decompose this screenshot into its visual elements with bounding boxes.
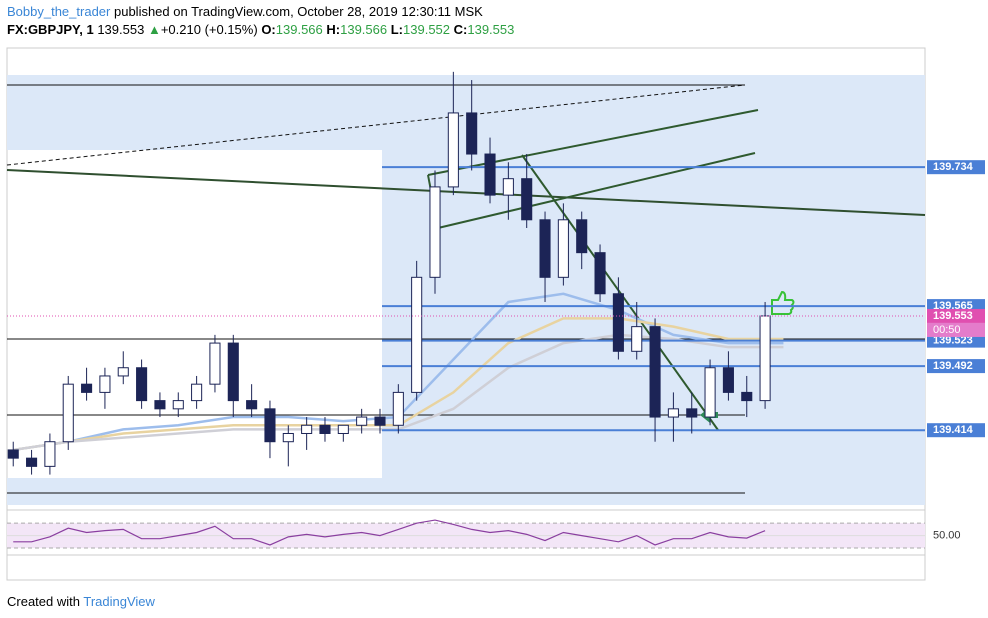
last-price-tag xyxy=(927,308,985,323)
countdown-tag xyxy=(927,322,985,337)
level-label: 139.492 xyxy=(933,360,973,372)
candle-body xyxy=(612,293,624,352)
candle-body xyxy=(759,315,771,402)
created-with: Created with xyxy=(7,594,80,609)
candle-body xyxy=(209,342,221,385)
candle-body xyxy=(81,383,93,393)
y-tick-label: 50.00 xyxy=(933,530,961,542)
candle-body xyxy=(282,432,294,443)
symbol: FX:GBPJPY, 1 xyxy=(7,22,94,37)
candle-body xyxy=(337,424,349,434)
symbol-line: FX:GBPJPY, 1 139.553 ▲+0.210 (+0.15%) O:… xyxy=(7,22,514,37)
close: 139.553 xyxy=(467,22,515,37)
candle-body xyxy=(466,112,478,155)
thumbs-up-icon xyxy=(771,290,795,315)
candle-body xyxy=(447,112,459,188)
candle-body xyxy=(631,326,643,352)
candle-body xyxy=(539,219,551,278)
candle-body xyxy=(649,326,661,418)
candle-body xyxy=(576,219,588,254)
price: 139.553 xyxy=(97,22,145,37)
level-tag xyxy=(927,160,985,175)
level-label: 139.523 xyxy=(933,335,973,347)
candle-body xyxy=(99,375,111,393)
candle-body xyxy=(557,219,569,278)
candle-body xyxy=(356,416,368,426)
rsi-line xyxy=(13,519,766,546)
publish-info: published on TradingView.com, October 28… xyxy=(113,4,483,19)
low-label: L: xyxy=(390,22,404,37)
candle-body xyxy=(704,367,716,418)
candle-body xyxy=(264,408,276,443)
change-arrow: ▲ xyxy=(147,22,161,37)
author[interactable]: Bobby_the_trader xyxy=(7,4,111,19)
trend-line xyxy=(6,84,746,166)
candle-body xyxy=(594,252,606,295)
level-tag xyxy=(927,423,985,438)
open: 139.566 xyxy=(275,22,323,37)
candle-body xyxy=(686,408,698,418)
last-price-label: 139.553 xyxy=(933,310,973,322)
candle-body xyxy=(136,367,148,402)
channel-line xyxy=(427,109,759,176)
candle-body xyxy=(374,416,386,426)
footer: Created with TradingView xyxy=(7,594,155,609)
candle-body xyxy=(191,383,203,402)
zone xyxy=(7,75,925,150)
candle-body xyxy=(392,391,404,426)
candle-body xyxy=(484,153,496,196)
marks xyxy=(7,71,925,546)
labels: 139.734139.565139.523139.492139.414139.5… xyxy=(927,160,985,542)
candle-body xyxy=(429,186,441,278)
high: 139.566 xyxy=(340,22,388,37)
candle-body xyxy=(246,400,258,410)
candle-body xyxy=(7,449,19,459)
level-tag xyxy=(927,359,985,374)
channel-line xyxy=(437,152,756,229)
brand[interactable]: TradingView xyxy=(83,594,155,609)
zone xyxy=(7,478,925,505)
high-label: H: xyxy=(326,22,341,37)
publish-line: Bobby_the_trader published on TradingVie… xyxy=(7,4,483,19)
candle-body xyxy=(502,178,514,196)
candle-body xyxy=(319,424,331,434)
candle-body xyxy=(26,457,38,467)
candle-body xyxy=(227,342,239,402)
candle-body xyxy=(741,391,753,402)
level-label: 139.734 xyxy=(933,161,974,173)
grid xyxy=(6,509,926,556)
open-label: O: xyxy=(261,22,276,37)
countdown: 00:50 xyxy=(933,324,961,336)
zone xyxy=(382,150,925,478)
candle-body xyxy=(44,441,56,467)
candle-body xyxy=(411,276,423,393)
close-label: C: xyxy=(453,22,468,37)
candle-body xyxy=(117,367,129,377)
change: +0.210 (+0.15%) xyxy=(160,22,258,37)
candle-body xyxy=(301,424,313,434)
trend-line xyxy=(521,154,719,431)
trend-line xyxy=(6,169,926,216)
candle-body xyxy=(667,408,679,418)
candle-body xyxy=(521,178,533,221)
candle-body xyxy=(154,400,166,410)
candle-body xyxy=(722,367,734,393)
level-label: 139.414 xyxy=(933,424,974,436)
low: 139.552 xyxy=(403,22,451,37)
chart: 139.734139.565139.523139.492139.414139.5… xyxy=(6,47,985,581)
candle-body xyxy=(62,383,74,443)
candle-body xyxy=(172,400,184,410)
level-tag xyxy=(927,333,985,348)
